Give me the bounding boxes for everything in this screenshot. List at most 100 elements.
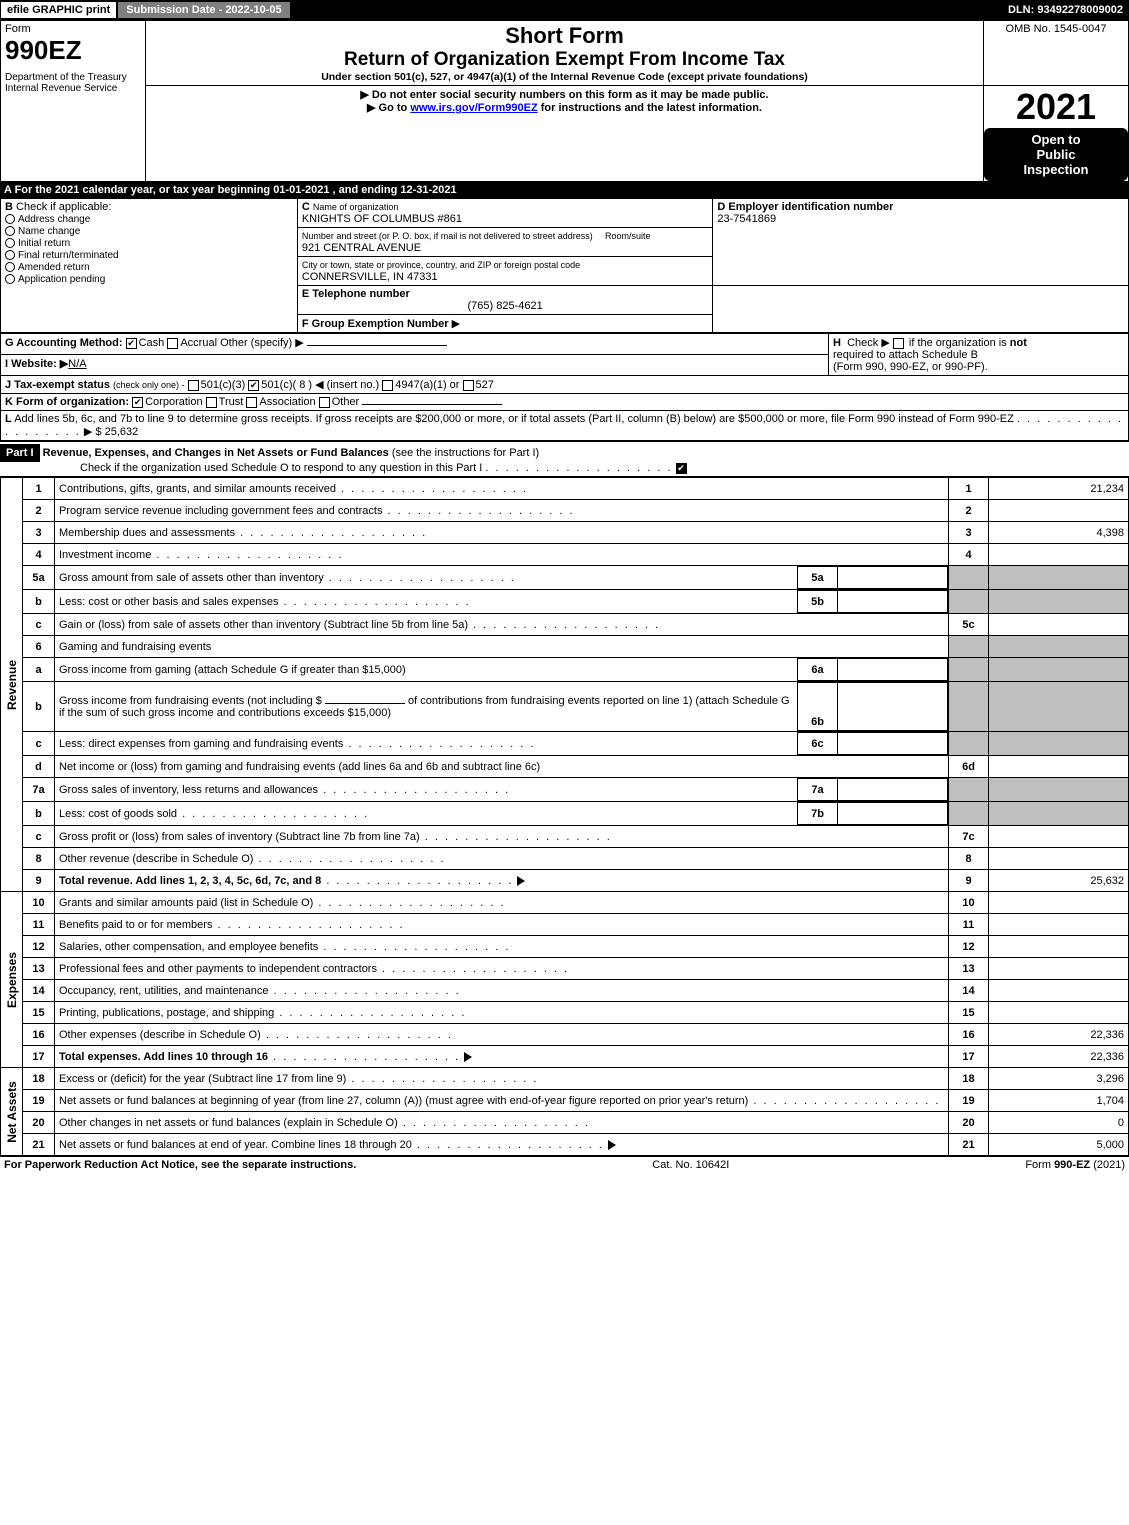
chk-pending-label: Application pending [18, 274, 105, 285]
line-16-amtno: 16 [949, 1024, 989, 1046]
line-6-no: 6 [23, 636, 55, 658]
checkbox-icon[interactable] [893, 338, 904, 349]
chk-amended-label: Amended return [18, 262, 90, 273]
line-14-no: 14 [23, 980, 55, 1002]
line-4-amtno: 4 [949, 544, 989, 566]
checkbox-icon[interactable] [319, 397, 330, 408]
top-bar: efile GRAPHIC print Submission Date - 20… [0, 0, 1129, 20]
chk-initial[interactable]: Initial return [5, 238, 293, 249]
e-label: E Telephone number [302, 288, 410, 300]
section-h: H Check ▶ if the organization is not req… [829, 334, 1129, 376]
chk-name[interactable]: Name change [5, 226, 293, 237]
checkbox-icon[interactable] [5, 250, 15, 260]
omb-cell: OMB No. 1545-0047 [984, 21, 1129, 86]
chk-name-label: Name change [18, 226, 80, 237]
tax-year: 2021 [984, 86, 1128, 128]
line-6d-desc: Net income or (loss) from gaming and fun… [55, 756, 949, 778]
line-6c-grey [949, 732, 989, 756]
line-11-amtno: 11 [949, 914, 989, 936]
footer-left: For Paperwork Reduction Act Notice, see … [4, 1159, 356, 1171]
checkbox-icon[interactable]: ✔ [248, 380, 259, 391]
section-j: J Tax-exempt status (check only one) - 5… [1, 376, 1129, 394]
line-11-no: 11 [23, 914, 55, 936]
line-19-no: 19 [23, 1090, 55, 1112]
line-5b-grey [949, 590, 989, 614]
line-6a-subno: 6a [798, 659, 838, 681]
line-7a-no: 7a [23, 778, 55, 802]
chk-address[interactable]: Address change [5, 214, 293, 225]
line-14-desc: Occupancy, rent, utilities, and maintena… [55, 980, 949, 1002]
part1-badge: Part I [0, 444, 40, 462]
line-6a-desc: Gross income from gaming (attach Schedul… [55, 658, 949, 682]
org-info-table: B Check if applicable: Address change Na… [0, 198, 1129, 333]
chk-pending[interactable]: Application pending [5, 274, 293, 285]
line-5b-greyval [989, 590, 1129, 614]
checkbox-icon[interactable] [5, 262, 15, 272]
checkbox-icon[interactable] [463, 380, 474, 391]
checkbox-icon[interactable] [188, 380, 199, 391]
l-label: L [5, 413, 12, 425]
line-7c-no: c [23, 826, 55, 848]
checkbox-icon[interactable]: ✔ [132, 397, 143, 408]
expenses-label: Expenses [5, 951, 19, 1007]
form-word: Form [5, 23, 141, 35]
section-k: K Form of organization: ✔Corporation Tru… [1, 394, 1129, 411]
j-4947: 4947(a)(1) or [395, 379, 459, 391]
chk-final[interactable]: Final return/terminated [5, 250, 293, 261]
irs-label: Internal Revenue Service [5, 83, 141, 94]
line-17-amt: 22,336 [989, 1046, 1129, 1068]
line-6b-subval [838, 683, 948, 731]
checkbox-icon[interactable]: ✔ [126, 338, 137, 349]
chk-amended[interactable]: Amended return [5, 262, 293, 273]
b-check-if: Check if applicable: [16, 201, 111, 213]
checkbox-icon[interactable] [167, 338, 178, 349]
j-501c: 501(c)( 8 ) ◀ (insert no.) [261, 379, 379, 391]
c-room-label: Room/suite [605, 231, 651, 241]
checkbox-checked-icon[interactable]: ✔ [676, 463, 687, 474]
k-trust: Trust [219, 396, 244, 408]
checkbox-icon[interactable] [5, 214, 15, 224]
section-f-cell: F Group Exemption Number ▶ [297, 315, 713, 333]
ein-value: 23-7541869 [717, 213, 776, 225]
line-6c-subval [838, 733, 948, 755]
org-name: KNIGHTS OF COLUMBUS #861 [302, 213, 462, 225]
footer-right: Form 990-EZ (2021) [1025, 1159, 1125, 1171]
efile-label[interactable]: efile GRAPHIC print [0, 1, 117, 19]
line-6d-amt [989, 756, 1129, 778]
part1-sub: (see the instructions for Part I) [392, 447, 539, 459]
h-check: Check ▶ [847, 337, 890, 349]
netassets-tab: Net Assets [1, 1068, 23, 1156]
checkbox-icon[interactable] [206, 397, 217, 408]
org-city: CONNERSVILLE, IN 47331 [302, 271, 438, 283]
line-6d-no: d [23, 756, 55, 778]
checkbox-icon[interactable] [5, 238, 15, 248]
checkbox-icon[interactable] [5, 274, 15, 284]
line-10-desc: Grants and similar amounts paid (list in… [55, 892, 949, 914]
g-label: G Accounting Method: [5, 337, 123, 349]
line-13-amtno: 13 [949, 958, 989, 980]
h-not: not [1010, 337, 1027, 349]
line-13-amt [989, 958, 1129, 980]
line-4-no: 4 [23, 544, 55, 566]
form-id-cell: Form 990EZ Department of the Treasury In… [1, 21, 146, 182]
line-19-desc: Net assets or fund balances at beginning… [55, 1090, 949, 1112]
irs-link[interactable]: www.irs.gov/Form990EZ [410, 102, 537, 114]
line-6c-desc: Less: direct expenses from gaming and fu… [55, 732, 949, 756]
line-6-desc: Gaming and fundraising events [55, 636, 949, 658]
section-d-cell: D Employer identification number 23-7541… [713, 199, 1129, 286]
dots-icon [485, 462, 672, 474]
line-6a-greyval [989, 658, 1129, 682]
line-11-amt [989, 914, 1129, 936]
checkbox-icon[interactable] [382, 380, 393, 391]
c-name-label: Name of organization [313, 202, 399, 212]
revenue-tab: Revenue [1, 478, 23, 892]
checkbox-icon[interactable] [246, 397, 257, 408]
line-7a-subno: 7a [798, 779, 838, 801]
line-2-desc: Program service revenue including govern… [55, 500, 949, 522]
line-10-no: 10 [23, 892, 55, 914]
open-line1: Open to [988, 132, 1124, 147]
line-12-no: 12 [23, 936, 55, 958]
checkbox-icon[interactable] [5, 226, 15, 236]
f-label: F Group Exemption Number [302, 318, 449, 330]
line-15-amtno: 15 [949, 1002, 989, 1024]
